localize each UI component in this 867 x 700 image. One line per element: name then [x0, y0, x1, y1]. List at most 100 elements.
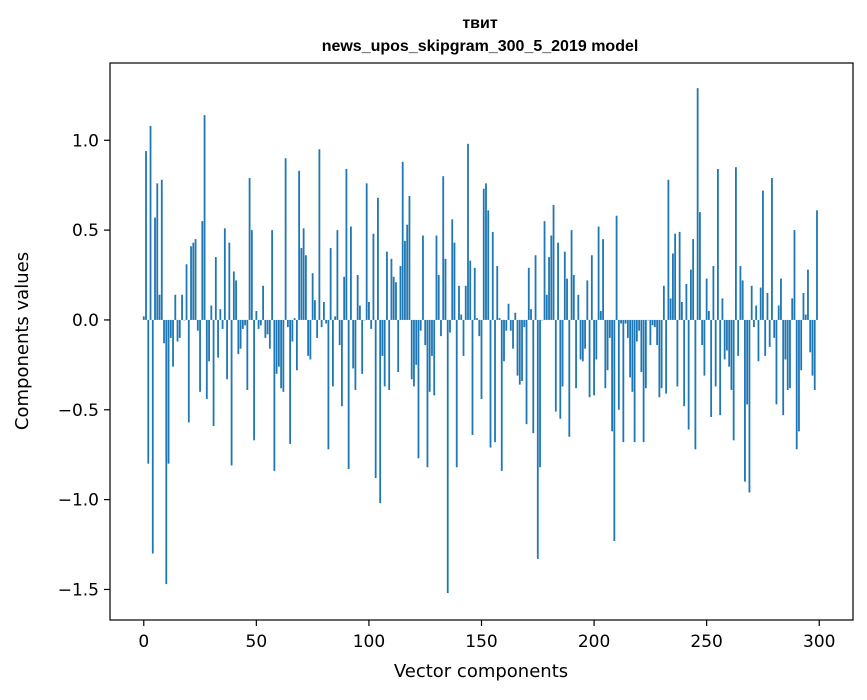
bar [800, 320, 802, 370]
bar [177, 320, 179, 342]
bar [449, 320, 451, 333]
bar [456, 320, 458, 467]
bar [598, 227, 600, 320]
bar [622, 320, 624, 442]
bar [314, 300, 316, 320]
bar [264, 320, 266, 338]
bar [631, 320, 633, 392]
bar [224, 228, 226, 320]
bar [557, 243, 559, 320]
x-axis-label: Vector components [394, 661, 568, 682]
bar [501, 320, 503, 471]
bar [316, 320, 318, 338]
bar [168, 320, 170, 464]
bar [663, 286, 665, 320]
bar [402, 162, 404, 320]
bar [409, 196, 411, 320]
bar [785, 320, 787, 360]
bar [154, 218, 156, 320]
bar [620, 320, 622, 324]
bar [643, 320, 645, 442]
bar [737, 320, 739, 356]
bar [291, 320, 293, 342]
bar [667, 180, 669, 320]
bar [805, 315, 807, 320]
bar [323, 302, 325, 320]
bar [294, 318, 296, 320]
bar [625, 320, 627, 324]
bar [771, 178, 773, 320]
bar [467, 144, 469, 320]
bar [460, 315, 462, 320]
bar [305, 255, 307, 320]
bar [424, 320, 426, 345]
bar [258, 320, 260, 329]
bar [188, 320, 190, 422]
bar [496, 266, 498, 320]
bar [458, 286, 460, 320]
bar [161, 180, 163, 320]
bar [296, 320, 298, 370]
bar [562, 320, 564, 386]
bar [379, 320, 381, 503]
bar [595, 320, 597, 360]
bar [571, 230, 573, 320]
bar [640, 320, 642, 372]
bar [330, 248, 332, 320]
bar [431, 320, 433, 356]
bar [532, 320, 534, 433]
bar [201, 221, 203, 320]
bar [307, 320, 309, 356]
bar [321, 320, 323, 327]
bar [535, 255, 537, 320]
bar [388, 320, 390, 390]
bar [273, 320, 275, 471]
bar [442, 176, 444, 320]
bar [503, 320, 505, 361]
bar [406, 225, 408, 320]
bar [553, 205, 555, 320]
bar [285, 158, 287, 320]
bar [724, 320, 726, 360]
bar [582, 320, 584, 361]
bar [242, 320, 244, 329]
bar [726, 320, 728, 351]
bar [436, 235, 438, 319]
bar [469, 261, 471, 320]
bar [550, 235, 552, 319]
bar [215, 257, 217, 320]
bar [255, 311, 257, 320]
bar [395, 282, 397, 320]
bar [192, 243, 194, 320]
bar [807, 270, 809, 320]
bar [670, 298, 672, 320]
bar [260, 320, 262, 325]
bar [361, 320, 363, 374]
bar [373, 234, 375, 320]
bar [600, 311, 602, 320]
bar [575, 320, 577, 388]
bar [222, 320, 224, 329]
bar [251, 230, 253, 320]
bar [325, 320, 327, 324]
bar [679, 232, 681, 320]
bar [609, 320, 611, 338]
bar [355, 320, 357, 390]
bar [282, 320, 284, 392]
bar [616, 216, 618, 320]
bar [613, 320, 615, 541]
y-tick-label: 0.0 [72, 311, 99, 331]
bar [629, 320, 631, 378]
bar [544, 221, 546, 320]
bar [478, 320, 480, 336]
bar [566, 279, 568, 320]
bar [433, 320, 435, 395]
bar [649, 320, 651, 345]
bar [780, 279, 782, 320]
bar [289, 320, 291, 444]
bar [762, 191, 764, 320]
bar [145, 151, 147, 320]
bar [568, 320, 570, 437]
bar [548, 257, 550, 320]
